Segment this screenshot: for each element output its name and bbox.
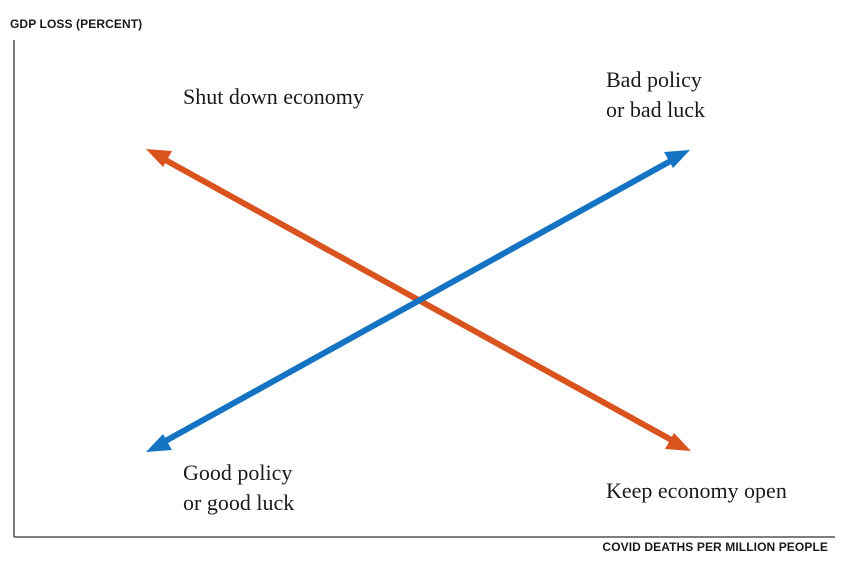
quadrant-text-line: or good luck — [183, 490, 295, 515]
quadrant-text-line: or bad luck — [606, 97, 705, 122]
quadrant-label-top-left: Shut down economy — [183, 82, 364, 112]
quadrant-label-bottom-left: Good policy or good luck — [183, 458, 294, 518]
blue-double-arrow — [146, 150, 690, 452]
x-axis-label: COVID DEATHS PER MILLION PEOPLE — [602, 540, 828, 554]
quadrant-label-bottom-right: Keep economy open — [606, 476, 787, 506]
y-axis-label: GDP LOSS (PERCENT) — [10, 17, 143, 31]
quadrant-text-line: Shut down economy — [183, 84, 364, 109]
quadrant-text-line: Good policy — [183, 460, 293, 485]
quadrant-text-line: Bad policy — [606, 67, 702, 92]
quadrant-text-line: Keep economy open — [606, 478, 787, 503]
quadrant-label-top-right: Bad policy or bad luck — [606, 65, 705, 125]
